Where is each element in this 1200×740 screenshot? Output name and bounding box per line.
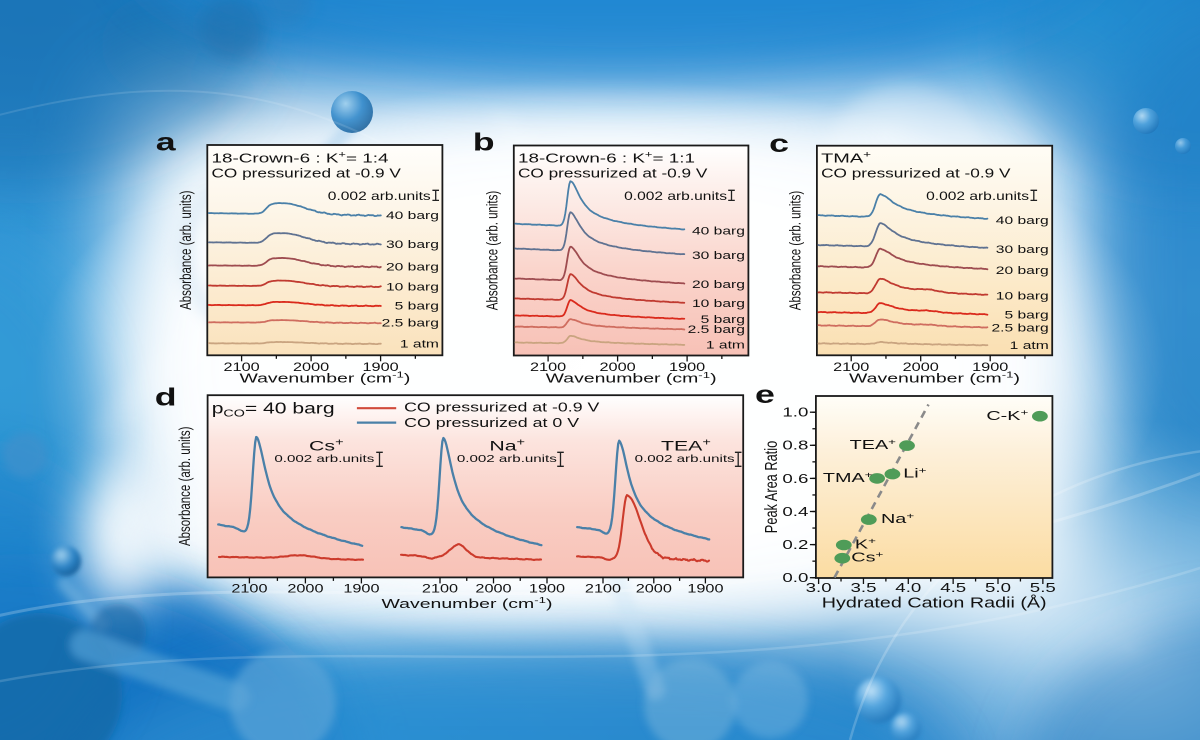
svg-text:Absorbance (arb. units): Absorbance (arb. units) (786, 191, 804, 310)
svg-text:5 barg: 5 barg (701, 313, 745, 326)
svg-text:CO pressurized at -0.9 V: CO pressurized at -0.9 V (404, 401, 600, 415)
svg-text:TEA+: TEA+ (850, 437, 897, 452)
svg-text:1900: 1900 (687, 583, 723, 596)
svg-text:2100: 2100 (833, 361, 869, 374)
svg-text:d: d (155, 383, 177, 411)
svg-text:1900: 1900 (529, 583, 565, 596)
svg-text:CO pressurized at -0.9 V: CO pressurized at -0.9 V (518, 166, 708, 181)
svg-text:0.002 arb.units: 0.002 arb.units (624, 190, 727, 203)
svg-text:20 barg: 20 barg (386, 260, 439, 273)
svg-text:c: c (769, 129, 789, 157)
svg-text:2000: 2000 (636, 583, 672, 596)
svg-text:2000: 2000 (903, 361, 939, 374)
svg-text:30 barg: 30 barg (692, 249, 745, 262)
svg-text:b: b (473, 128, 495, 156)
svg-text:CO pressurized at -0.9 V: CO pressurized at -0.9 V (212, 166, 402, 181)
svg-text:4.5: 4.5 (940, 581, 966, 596)
svg-text:a: a (156, 128, 177, 156)
svg-text:0.0: 0.0 (782, 571, 808, 586)
svg-text:2100: 2100 (585, 583, 621, 596)
svg-text:5.0: 5.0 (985, 581, 1011, 596)
svg-text:1900: 1900 (363, 361, 399, 374)
svg-text:18-Crown-6 : K+= 1:1: 18-Crown-6 : K+= 1:1 (518, 150, 695, 165)
svg-text:K+: K+ (855, 537, 877, 552)
svg-text:Na+: Na+ (489, 437, 525, 454)
svg-text:0.002 arb.units: 0.002 arb.units (328, 190, 431, 203)
svg-text:18-Crown-6 : K+= 1:4: 18-Crown-6 : K+= 1:4 (212, 150, 389, 165)
svg-text:0.002 arb.units: 0.002 arb.units (635, 452, 735, 464)
svg-text:Wavenumber (cm-1): Wavenumber (cm-1) (239, 371, 410, 386)
svg-text:Wavenumber (cm-1): Wavenumber (cm-1) (382, 596, 553, 611)
svg-text:40 barg: 40 barg (692, 224, 745, 237)
svg-text:Absorbance (arb. units): Absorbance (arb. units) (175, 427, 193, 546)
svg-text:2100: 2100 (530, 361, 566, 374)
svg-text:pCO= 40 barg: pCO= 40 barg (212, 399, 335, 419)
svg-text:3.0: 3.0 (806, 581, 832, 596)
svg-text:Wavenumber (cm-1): Wavenumber (cm-1) (849, 371, 1020, 386)
svg-text:0.6: 0.6 (782, 472, 808, 487)
svg-text:2100: 2100 (224, 361, 260, 374)
svg-text:40 barg: 40 barg (996, 214, 1049, 227)
svg-text:0.4: 0.4 (782, 505, 808, 520)
svg-text:2.5 barg: 2.5 barg (382, 317, 439, 330)
svg-text:C-K+: C-K+ (986, 408, 1028, 423)
svg-text:10 barg: 10 barg (692, 297, 745, 310)
svg-text:2.5 barg: 2.5 barg (688, 323, 745, 336)
svg-text:40 barg: 40 barg (386, 209, 439, 222)
svg-text:1900: 1900 (972, 361, 1008, 374)
svg-text:30 barg: 30 barg (386, 238, 439, 251)
svg-text:1 atm: 1 atm (706, 339, 745, 352)
svg-text:2000: 2000 (600, 361, 636, 374)
svg-text:2000: 2000 (293, 361, 329, 374)
svg-text:CO pressurized at -0.9 V: CO pressurized at -0.9 V (821, 166, 1011, 181)
svg-text:e: e (755, 380, 775, 408)
svg-text:20 barg: 20 barg (996, 264, 1049, 277)
svg-text:Na+: Na+ (881, 511, 915, 526)
svg-text:0.002 arb.units: 0.002 arb.units (274, 452, 374, 464)
svg-text:10 barg: 10 barg (996, 289, 1049, 302)
svg-text:TMA+: TMA+ (823, 470, 873, 485)
svg-text:2100: 2100 (422, 583, 458, 596)
svg-text:Wavenumber (cm-1): Wavenumber (cm-1) (546, 371, 717, 386)
svg-text:CO pressurized at 0 V: CO pressurized at 0 V (404, 416, 580, 430)
svg-text:0.002 arb.units: 0.002 arb.units (457, 452, 557, 464)
svg-text:TEA+: TEA+ (661, 437, 711, 454)
svg-text:4.0: 4.0 (895, 581, 921, 596)
svg-text:1 atm: 1 atm (1010, 339, 1049, 352)
svg-text:Absorbance (arb. units): Absorbance (arb. units) (482, 191, 500, 310)
svg-text:5.5: 5.5 (1030, 581, 1056, 596)
svg-text:10 barg: 10 barg (386, 280, 439, 293)
svg-text:5 barg: 5 barg (395, 300, 439, 313)
svg-text:1 atm: 1 atm (400, 337, 439, 350)
svg-text:2100: 2100 (231, 583, 267, 596)
svg-text:2.5 barg: 2.5 barg (991, 321, 1048, 334)
svg-text:2000: 2000 (475, 583, 511, 596)
svg-text:20 barg: 20 barg (692, 278, 745, 291)
svg-text:Cs+: Cs+ (309, 437, 344, 454)
svg-text:0.002 arb.units: 0.002 arb.units (926, 190, 1029, 203)
svg-text:0.2: 0.2 (782, 538, 808, 553)
svg-text:1900: 1900 (343, 583, 379, 596)
svg-text:Peak Area Ratio: Peak Area Ratio (762, 441, 781, 533)
svg-text:3.5: 3.5 (851, 581, 877, 596)
svg-text:1900: 1900 (669, 361, 705, 374)
svg-text:Li+: Li+ (903, 466, 927, 481)
svg-text:1.0: 1.0 (782, 405, 808, 420)
svg-text:0.8: 0.8 (782, 438, 808, 453)
svg-text:TMA+: TMA+ (821, 151, 871, 166)
svg-text:5 barg: 5 barg (1004, 309, 1048, 322)
svg-text:Hydrated Cation Radii (Å): Hydrated Cation Radii (Å) (822, 594, 1047, 611)
svg-text:2000: 2000 (287, 583, 323, 596)
svg-text:Absorbance (arb. units): Absorbance (arb. units) (176, 190, 194, 309)
svg-text:30 barg: 30 barg (996, 243, 1049, 256)
svg-text:Cs+: Cs+ (851, 550, 884, 565)
